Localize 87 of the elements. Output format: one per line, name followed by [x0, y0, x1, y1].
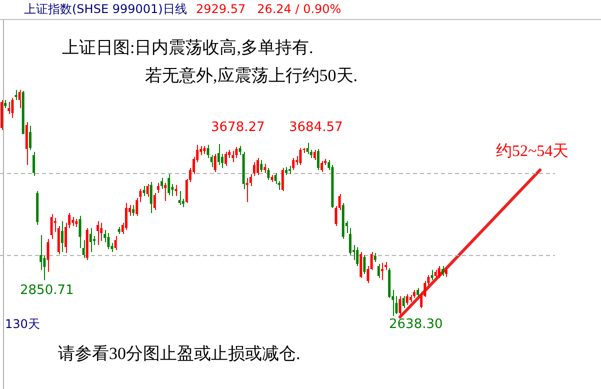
- candlestick: [360, 252, 362, 279]
- chart-title: 上证指数(SHSE 999001)日线: [24, 1, 187, 18]
- candlestick: [348, 228, 352, 256]
- candlestick: [11, 97, 14, 119]
- candlestick: [434, 269, 437, 279]
- candlestick: [40, 234, 42, 270]
- candlestick: [235, 146, 238, 159]
- candlestick: [153, 192, 156, 211]
- text: 请参看30分图止盈或止损或减仓.: [58, 343, 300, 365]
- candlestick: [402, 296, 405, 309]
- candlestick: [32, 151, 36, 176]
- candlestick: [217, 144, 220, 166]
- candlestick: [50, 214, 53, 240]
- candlestick: [164, 182, 167, 202]
- candlestick: [0, 99, 4, 130]
- candlestick: [380, 262, 384, 281]
- chart-subtitle: 2929.57 26.24 / 0.90%: [196, 1, 342, 18]
- candlestick: [274, 172, 277, 185]
- candlestick: [299, 148, 302, 166]
- candlestick: [356, 246, 359, 267]
- candlestick: [160, 177, 164, 190]
- candlestick: [25, 122, 28, 166]
- candlestick: [92, 235, 96, 246]
- text: 若无意外,应震荡上行约50天.: [145, 65, 358, 87]
- candlestick: [409, 294, 412, 302]
- candlestick: [444, 268, 448, 278]
- candlestick: [260, 160, 263, 173]
- candlestick: [292, 158, 295, 171]
- candlestick: [28, 125, 32, 150]
- candlestick: [124, 202, 128, 230]
- candlestick: [36, 190, 39, 226]
- candlestick: [252, 162, 256, 176]
- candlestick: [406, 294, 408, 306]
- candlestick: [232, 150, 234, 163]
- candlestick: [412, 290, 416, 298]
- annotation: 2850.71: [20, 283, 74, 298]
- candlestick: [139, 188, 142, 203]
- candlestick: [313, 149, 316, 161]
- candlestick: [146, 184, 149, 198]
- candlestick: [320, 160, 324, 173]
- candlestick: [224, 151, 228, 166]
- candlestick: [342, 202, 344, 240]
- candlestick: [214, 153, 216, 173]
- candlestick: [75, 218, 78, 228]
- candlestick: [114, 235, 117, 251]
- candlestick: [72, 216, 74, 227]
- candlestick: [136, 198, 138, 216]
- candlestick: [89, 228, 92, 253]
- candlestick: [306, 142, 309, 154]
- candlestick: [377, 264, 380, 279]
- candlestick: [363, 254, 366, 274]
- candlestick: [178, 190, 181, 206]
- candlestick: [267, 167, 270, 180]
- candlestick: [104, 229, 106, 243]
- candlestick: [288, 165, 292, 175]
- text: 130天: [5, 316, 40, 333]
- candlestick: [284, 166, 288, 176]
- candlestick: [374, 252, 376, 262]
- annotation: 3678.27: [211, 120, 265, 135]
- candlestick: [118, 226, 120, 234]
- candlestick: [86, 228, 88, 260]
- candlestick: [107, 232, 110, 250]
- candlestick: [82, 240, 85, 258]
- text: 上证日图:日内震荡收高,多单持有.: [62, 37, 314, 59]
- candlestick: [168, 174, 170, 196]
- candlestick: [156, 182, 160, 194]
- candlestick: [264, 163, 266, 174]
- candlestick: [96, 220, 100, 246]
- candlestick: [441, 266, 444, 276]
- candlestick: [388, 268, 391, 298]
- candlestick: [18, 90, 21, 109]
- candlestick: [416, 287, 420, 298]
- candlestick: [246, 177, 248, 203]
- candlestick: [316, 148, 320, 171]
- candlestick: [60, 220, 64, 253]
- candlestick: [203, 146, 206, 154]
- candlestick: [8, 101, 10, 114]
- text: 2638.30: [389, 317, 443, 332]
- candlestick: [100, 222, 103, 242]
- candlestick: [438, 266, 440, 279]
- candlestick: [150, 181, 152, 214]
- candlestick: [281, 167, 284, 192]
- candlestick: [256, 158, 260, 176]
- candlestick: [132, 204, 135, 216]
- candlestick: [4, 99, 7, 109]
- text: 约52~54天: [496, 142, 569, 162]
- annotation: 3684.57: [289, 120, 343, 135]
